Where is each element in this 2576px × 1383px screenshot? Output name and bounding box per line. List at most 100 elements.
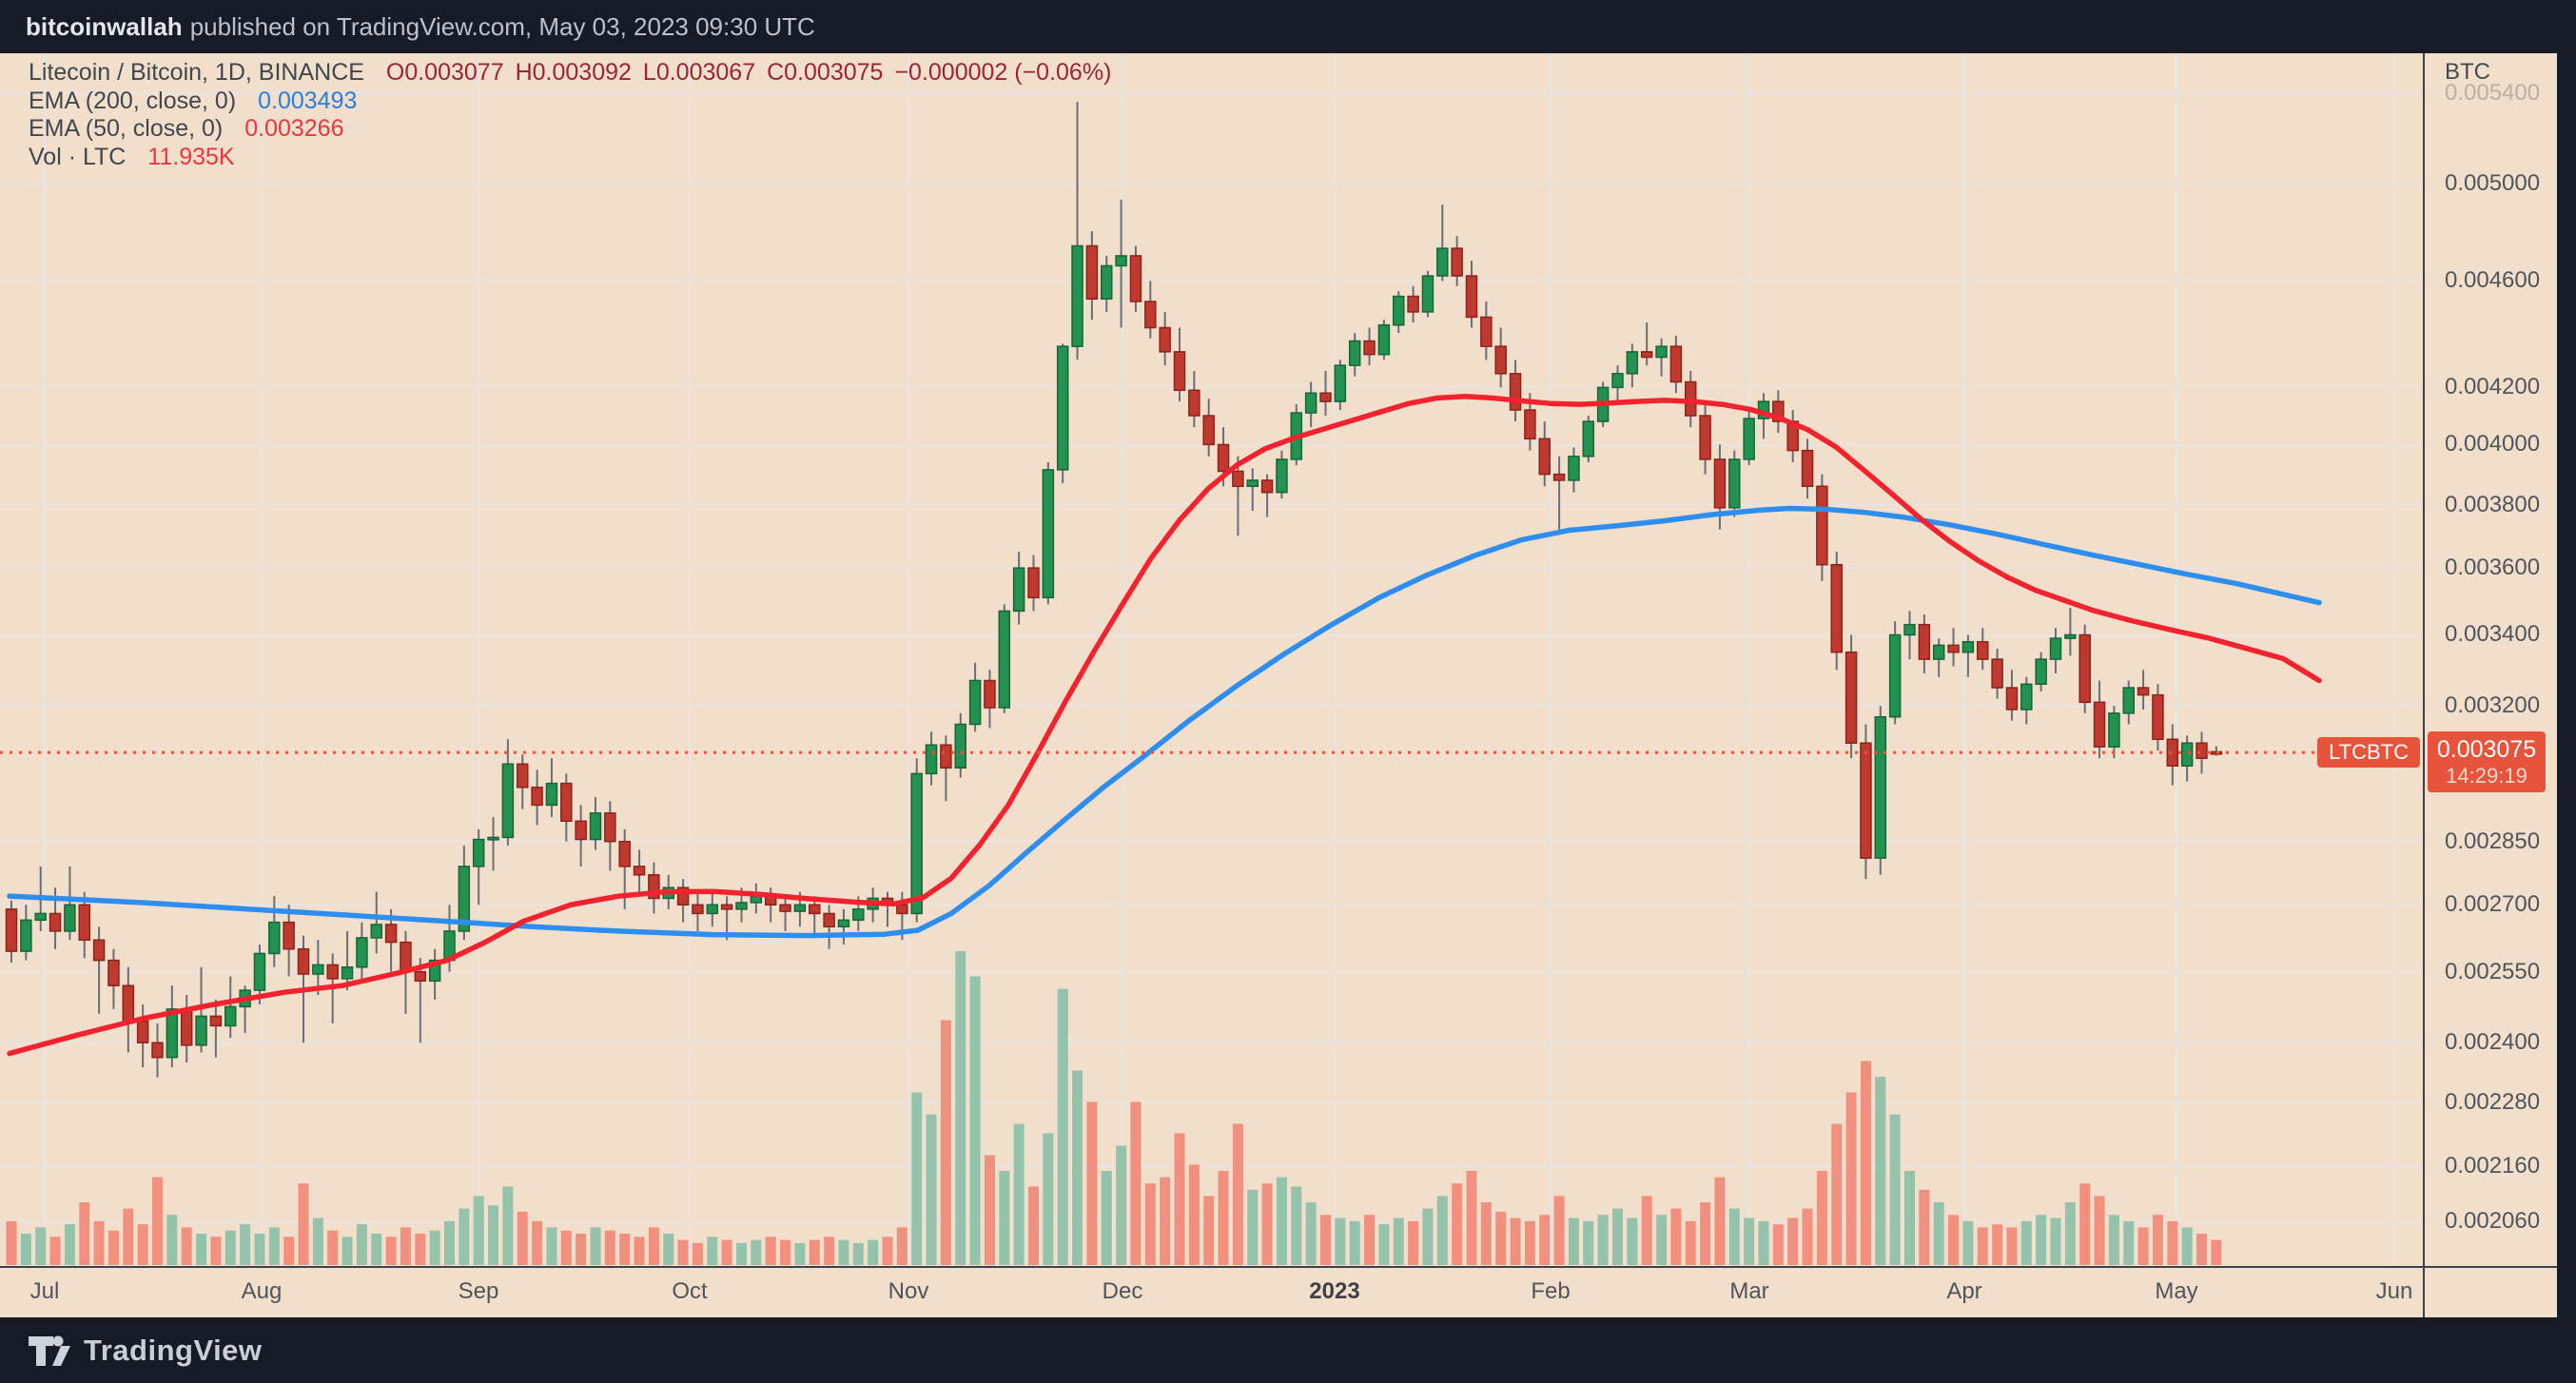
candle[interactable]	[1056, 343, 1069, 484]
volume-bar[interactable]	[1860, 1061, 1871, 1266]
volume-bar[interactable]	[473, 1196, 484, 1265]
candle[interactable]	[1188, 370, 1200, 428]
candle[interactable]	[1699, 401, 1711, 475]
candle[interactable]	[809, 896, 821, 936]
volume-bar[interactable]	[1144, 1183, 1156, 1265]
volume-bar[interactable]	[2167, 1220, 2178, 1265]
volume-bar[interactable]	[2036, 1215, 2047, 1265]
candle[interactable]	[1129, 245, 1142, 312]
candle[interactable]	[122, 966, 135, 1053]
candle[interactable]	[1232, 456, 1244, 536]
volume-bar[interactable]	[459, 1208, 470, 1265]
candle[interactable]	[940, 735, 952, 802]
volume-bar[interactable]	[794, 1242, 806, 1265]
volume-bar[interactable]	[1627, 1217, 1638, 1266]
volume-bar[interactable]	[1714, 1177, 1726, 1265]
candle[interactable]	[604, 801, 616, 871]
candle[interactable]	[1772, 390, 1785, 434]
candle[interactable]	[136, 1003, 149, 1068]
candle[interactable]	[1568, 447, 1580, 493]
volume-bar[interactable]	[1232, 1123, 1243, 1266]
candle[interactable]	[998, 604, 1011, 713]
volume-bar[interactable]	[107, 1230, 119, 1265]
volume-bar[interactable]	[385, 1237, 397, 1265]
candle[interactable]	[910, 758, 923, 923]
candle[interactable]	[968, 662, 982, 732]
candle[interactable]	[1538, 421, 1551, 487]
volume-bar[interactable]	[93, 1220, 105, 1265]
volume-bar[interactable]	[1962, 1220, 1974, 1265]
volume-bar[interactable]	[852, 1242, 864, 1265]
volume-bar[interactable]	[1086, 1101, 1098, 1265]
candle[interactable]	[2064, 607, 2077, 656]
volume-bar[interactable]	[1291, 1186, 1302, 1266]
candle[interactable]	[1304, 381, 1317, 428]
candle[interactable]	[1319, 370, 1332, 417]
candle[interactable]	[1377, 320, 1391, 360]
candle[interactable]	[1101, 255, 1113, 312]
volume-bar[interactable]	[1685, 1220, 1696, 1265]
volume-bar[interactable]	[692, 1242, 703, 1265]
candle[interactable]	[180, 995, 193, 1062]
volume-bar[interactable]	[1013, 1123, 1025, 1266]
volume-bar[interactable]	[1802, 1208, 1813, 1265]
volume-bar[interactable]	[969, 976, 981, 1265]
volume-bar[interactable]	[984, 1155, 995, 1266]
candle[interactable]	[1728, 450, 1741, 517]
volume-bar[interactable]	[1597, 1215, 1609, 1265]
volume-bar[interactable]	[64, 1224, 75, 1265]
volume-bar[interactable]	[517, 1211, 528, 1265]
volume-bar[interactable]	[1116, 1145, 1127, 1265]
candle[interactable]	[501, 739, 515, 847]
candle[interactable]	[1582, 416, 1595, 463]
candle[interactable]	[1991, 649, 2003, 699]
volume-bar[interactable]	[1641, 1196, 1652, 1265]
volume-bar[interactable]	[1218, 1171, 1229, 1265]
candle[interactable]	[2137, 670, 2150, 710]
volume-bar[interactable]	[2050, 1217, 2061, 1266]
volume-bar[interactable]	[502, 1186, 514, 1266]
candle[interactable]	[224, 976, 237, 1039]
volume-bar[interactable]	[707, 1237, 718, 1265]
candle[interactable]	[648, 862, 660, 914]
volume-bar[interactable]	[2108, 1215, 2119, 1265]
volume-bar[interactable]	[1728, 1208, 1740, 1265]
volume-bar[interactable]	[896, 1227, 907, 1265]
candle[interactable]	[2152, 684, 2164, 751]
candle[interactable]	[1494, 327, 1507, 388]
candle[interactable]	[239, 985, 251, 1034]
candle[interactable]	[283, 905, 295, 977]
volume-bar[interactable]	[1831, 1123, 1843, 1266]
candle[interactable]	[2020, 676, 2033, 725]
candle[interactable]	[1246, 468, 1259, 512]
volume-bar[interactable]	[429, 1230, 440, 1265]
candle[interactable]	[1480, 301, 1493, 360]
candle[interactable]	[517, 754, 529, 809]
volume-bar[interactable]	[663, 1234, 674, 1265]
candle[interactable]	[1611, 365, 1624, 405]
volume-bar[interactable]	[882, 1237, 893, 1265]
volume-bar[interactable]	[123, 1208, 134, 1265]
volume-bar[interactable]	[400, 1227, 411, 1265]
candle[interactable]	[1407, 285, 1419, 322]
candle[interactable]	[1334, 360, 1347, 411]
candle[interactable]	[1961, 634, 1975, 677]
volume-bar[interactable]	[152, 1177, 163, 1265]
volume-bar[interactable]	[1422, 1208, 1434, 1265]
candle[interactable]	[1801, 438, 1814, 499]
candle[interactable]	[2093, 680, 2106, 759]
volume-bar[interactable]	[298, 1183, 309, 1265]
volume-bar[interactable]	[2020, 1220, 2032, 1265]
candle[interactable]	[2210, 746, 2223, 756]
candle[interactable]	[2195, 731, 2208, 774]
volume-bar[interactable]	[677, 1239, 689, 1265]
candle[interactable]	[1260, 474, 1274, 517]
chart-pane[interactable]	[0, 53, 2557, 1317]
volume-bar[interactable]	[576, 1234, 587, 1265]
candle[interactable]	[823, 905, 835, 949]
candle[interactable]	[1012, 552, 1025, 625]
volume-bar[interactable]	[2064, 1202, 2076, 1265]
volume-bar[interactable]	[1977, 1227, 1988, 1265]
volume-bar[interactable]	[1875, 1077, 1886, 1265]
candle[interactable]	[750, 883, 763, 914]
